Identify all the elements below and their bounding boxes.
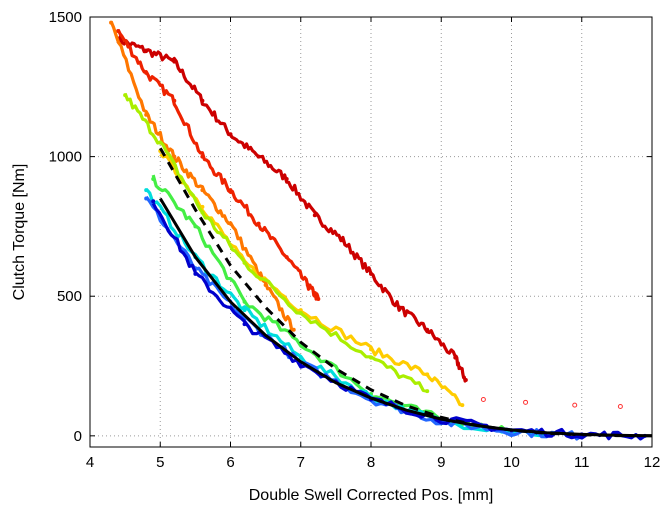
outlier-point (523, 399, 529, 405)
x-tick-label: 7 (297, 454, 305, 471)
data-point (158, 140, 163, 145)
x-tick-label: 8 (367, 454, 375, 471)
series-line (116, 28, 320, 301)
data-point (109, 20, 114, 25)
fit-curve-dashed (158, 147, 653, 438)
outlier-point (617, 404, 623, 410)
data-point (453, 355, 458, 360)
data-point (298, 310, 303, 315)
data-point (425, 372, 430, 377)
data-point (200, 154, 205, 159)
series-line (151, 174, 512, 433)
data-point (172, 59, 177, 64)
x-tick-label: 5 (156, 454, 164, 471)
series-6 (144, 188, 549, 438)
data-point (144, 70, 149, 75)
data-point (463, 377, 468, 382)
data-point (291, 327, 296, 332)
series-1 (116, 28, 321, 302)
series-0 (116, 35, 468, 383)
x-tick-label: 11 (574, 454, 590, 471)
data-point (312, 213, 317, 218)
data-point (200, 210, 205, 215)
data-point (460, 403, 465, 408)
data-point (144, 48, 149, 53)
fit-curves (158, 147, 653, 438)
y-tick-label: 500 (57, 288, 82, 305)
data-point (256, 221, 261, 226)
x-axis-label: Double Swell Corrected Pos. [mm] (249, 487, 494, 504)
x-tick-label: 10 (503, 454, 520, 471)
series-line (145, 188, 547, 438)
data-point (123, 93, 128, 98)
data-point (200, 204, 205, 209)
data-series (109, 20, 647, 441)
series-line (109, 20, 294, 332)
data-point (242, 299, 247, 304)
y-tick-label: 1000 (49, 149, 82, 166)
data-point (144, 188, 149, 193)
data-point (298, 308, 303, 313)
x-tick-label: 4 (86, 454, 94, 471)
series-line (116, 35, 468, 383)
data-point (340, 238, 345, 243)
data-point (425, 327, 430, 332)
x-tick-label: 9 (437, 454, 445, 471)
data-point (242, 308, 247, 313)
data-point (151, 199, 156, 204)
data-point (200, 188, 205, 193)
x-tick-label: 6 (226, 454, 234, 471)
data-point (193, 271, 198, 276)
series-4 (123, 92, 430, 394)
data-point (228, 221, 233, 226)
data-point (305, 283, 310, 288)
data-point (172, 154, 177, 159)
data-point (369, 271, 373, 276)
data-point (144, 112, 149, 117)
data-point (397, 305, 402, 310)
data-point (256, 154, 261, 159)
series-2 (109, 20, 296, 332)
data-point (284, 255, 289, 260)
y-tick-label: 1500 (49, 9, 82, 26)
data-point (369, 347, 373, 352)
data-point (228, 188, 233, 193)
ticks: 4 5 6 7 8 9 10 11 12 0 500 1000 1500 (49, 9, 661, 471)
data-point (172, 98, 177, 103)
outlier-point (480, 397, 486, 403)
y-tick-label: 0 (74, 428, 82, 445)
data-point (298, 355, 303, 360)
grid (90, 17, 652, 447)
data-point (144, 196, 149, 201)
data-point (228, 132, 233, 137)
outlier-point (572, 402, 578, 408)
data-point (425, 389, 430, 394)
fit-curve-solid (159, 197, 653, 438)
data-point (193, 224, 198, 229)
y-axis-label: Clutch Torque [Nm] (11, 164, 28, 301)
data-point (316, 297, 321, 302)
data-point (369, 355, 373, 360)
data-point (284, 176, 289, 181)
data-point (242, 322, 247, 327)
data-point (116, 28, 121, 33)
x-tick-label: 12 (644, 454, 661, 471)
data-point (151, 176, 156, 181)
data-point (242, 260, 247, 265)
data-point (263, 283, 268, 288)
data-point (200, 98, 205, 103)
